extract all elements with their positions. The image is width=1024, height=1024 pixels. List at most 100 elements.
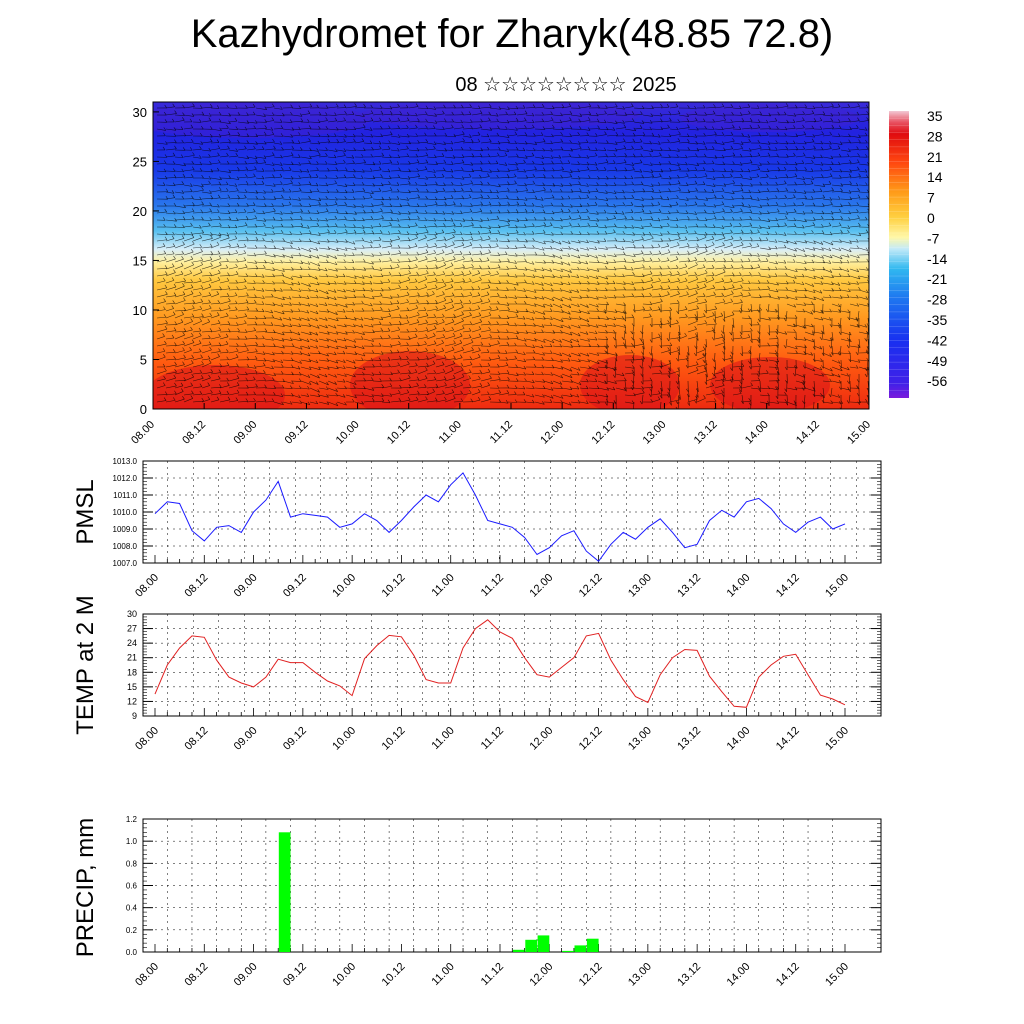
wind-barb [606,121,618,124]
wind-barb [192,163,202,166]
wind-barb-flag [810,180,814,184]
wind-barb [516,190,528,193]
wind-barb-flag [469,208,473,212]
wind-barb [336,155,346,158]
wind-barb-flag [271,131,275,135]
wind-barb [741,191,751,194]
wind-barb [264,134,274,137]
wind-barb [552,211,564,214]
wind-barb [804,156,816,159]
wind-barb-flag [830,112,834,117]
wind-barb-flag [415,209,419,213]
wind-barb-flag [378,140,382,145]
wind-barb [786,149,798,151]
wind-barb [300,170,310,173]
wind-barb [327,204,338,207]
wind-barb-flag [785,187,788,191]
wind-barb [840,191,852,194]
wind-barb [642,163,653,166]
wind-barb [426,148,436,151]
wind-barb-flag [479,208,483,212]
wind-barb [687,170,698,172]
wind-barb-flag [785,146,788,150]
wind-barb-flag [390,209,393,213]
wind-barb-flag [353,118,356,123]
wind-barb [390,212,401,215]
wind-barb-flag [631,181,634,185]
wind-barb [786,176,797,179]
wind-barb-flag [388,117,392,122]
wind-barb-flag [297,140,301,144]
wind-barb-flag [694,117,698,121]
wind-barb-flag [875,238,877,241]
wind-barb [777,163,788,165]
wind-barb [453,212,463,215]
wind-barb-flag [487,195,490,199]
wind-barb-flag [192,202,195,206]
wind-barb [246,211,256,214]
wind-barb-flag [558,155,562,159]
wind-barb-flag [308,125,312,129]
wind-barb-flag [299,202,302,207]
wind-barb-flag [712,210,715,215]
wind-barb [381,162,392,165]
wind-barb-flag [875,160,877,163]
wind-barb [840,198,852,200]
wind-barb [363,177,375,179]
wind-barb [336,113,347,116]
wind-barb [201,114,212,117]
wind-barb-flag [417,194,420,198]
wind-barb [615,148,626,151]
wind-barb-flag [261,168,265,172]
wind-barb-flag [252,103,256,108]
wind-barb-flag [370,168,373,172]
wind-barb-flag [255,159,258,163]
wind-barb-flag [362,113,365,117]
wind-barb [534,149,545,152]
wind-barb-flag [272,103,275,107]
wind-barb-flag [174,139,177,143]
wind-barb [372,190,381,193]
wind-barb-flag [406,197,409,201]
wind-barb-flag [550,202,554,206]
wind-barb-flag [803,131,807,135]
wind-barb-flag [470,138,474,143]
wind-barb [363,191,374,194]
wind-barb-flag [588,103,592,107]
wind-barb-flag [876,282,878,285]
wind-barb [201,211,212,214]
wind-barb [318,184,328,187]
wind-barb [777,148,788,151]
wind-barb [651,191,661,194]
wind-barb [588,204,598,207]
wind-barb-flag [362,187,366,192]
wind-barb-flag [757,139,761,144]
wind-barb [714,156,725,159]
wind-barb-flag [783,166,787,171]
wind-barb-flag [848,139,851,143]
wind-barb [489,142,501,145]
wind-barb [696,170,706,172]
wind-barb [237,218,249,221]
wind-barb-flag [192,103,195,107]
wind-barb-flag [318,111,322,116]
wind-barb-flag [522,104,526,109]
wind-barb-flag [588,111,592,115]
wind-barb [534,177,546,179]
wind-barb-flag [877,132,879,135]
wind-barb-flag [614,110,618,114]
wind-barb-flag [352,160,355,164]
wind-barb [282,204,292,207]
wind-barb [759,142,771,145]
wind-barb [507,142,517,145]
wind-barb-flag [777,160,780,165]
wind-barb-flag [190,131,193,136]
wind-barb [174,219,186,221]
wind-barb [390,205,402,208]
wind-barb-flag [613,160,616,164]
wind-barb [624,148,634,151]
wind-barb-flag [407,210,411,215]
wind-barb [192,204,204,207]
wind-barb-flag [667,139,670,143]
wind-barb [237,169,248,172]
